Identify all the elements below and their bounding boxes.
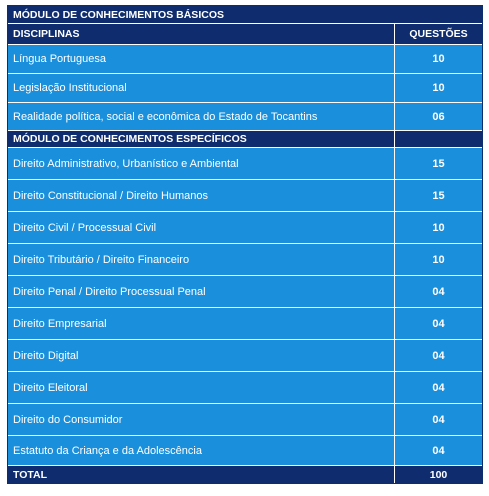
question-count: 06 bbox=[394, 103, 482, 130]
discipline-name: Direito Civil / Processual Civil bbox=[13, 221, 157, 234]
discipline-name: Estatuto da Criança e da Adolescência bbox=[13, 444, 202, 457]
section-spacer bbox=[394, 131, 482, 147]
table-row: Estatuto da Criança e da Adolescência 04 bbox=[8, 435, 482, 465]
discipline-name: Direito do Consumidor bbox=[13, 413, 123, 426]
header-disciplinas: DISCIPLINAS bbox=[13, 28, 80, 40]
discipline-name: Direito Constitucional / Direito Humanos bbox=[13, 189, 209, 202]
discipline-name: Realidade política, social e econômica d… bbox=[13, 110, 318, 123]
table-row: Direito Digital 04 bbox=[8, 339, 482, 371]
question-count: 10 bbox=[394, 45, 482, 73]
total-value: 100 bbox=[394, 466, 482, 483]
question-count: 15 bbox=[394, 180, 482, 211]
question-count: 10 bbox=[394, 212, 482, 243]
header-questoes: QUESTÕES bbox=[394, 24, 482, 44]
question-count: 04 bbox=[394, 436, 482, 465]
table-row: Direito Administrativo, Urbanístico e Am… bbox=[8, 147, 482, 179]
table-row: Direito do Consumidor 04 bbox=[8, 403, 482, 435]
discipline-name: Língua Portuguesa bbox=[13, 53, 106, 65]
section-row: MÓDULO DE CONHECIMENTOS ESPECÍFICOS bbox=[8, 130, 482, 147]
question-count: 04 bbox=[394, 308, 482, 339]
table-row: Legislação Institucional 10 bbox=[8, 73, 482, 102]
table-row: Direito Constitucional / Direito Humanos… bbox=[8, 179, 482, 211]
discipline-name: Direito Empresarial bbox=[13, 317, 107, 330]
table-row: Direito Penal / Direito Processual Penal… bbox=[8, 275, 482, 307]
table-title: MÓDULO DE CONHECIMENTOS BÁSICOS bbox=[8, 6, 482, 23]
question-count: 15 bbox=[394, 148, 482, 179]
table-row: Direito Tributário / Direito Financeiro … bbox=[8, 243, 482, 275]
discipline-name: Direito Digital bbox=[13, 349, 79, 362]
total-row: TOTAL 100 bbox=[8, 465, 482, 483]
questions-table: MÓDULO DE CONHECIMENTOS BÁSICOS DISCIPLI… bbox=[7, 5, 483, 484]
table-row: Realidade política, social e econômica d… bbox=[8, 102, 482, 130]
question-count: 04 bbox=[394, 276, 482, 307]
discipline-name: Direito Penal / Direito Processual Penal bbox=[13, 285, 206, 298]
question-count: 04 bbox=[394, 340, 482, 371]
discipline-name: Direito Administrativo, Urbanístico e Am… bbox=[13, 157, 239, 170]
question-count: 10 bbox=[394, 244, 482, 275]
header-row: DISCIPLINAS QUESTÕES bbox=[8, 23, 482, 44]
table-row: Direito Empresarial 04 bbox=[8, 307, 482, 339]
discipline-name: Direito Eleitoral bbox=[13, 381, 88, 394]
discipline-name: Direito Tributário / Direito Financeiro bbox=[13, 253, 190, 266]
question-count: 04 bbox=[394, 372, 482, 403]
table-row: Direito Eleitoral 04 bbox=[8, 371, 482, 403]
question-count: 04 bbox=[394, 404, 482, 435]
total-label: TOTAL bbox=[13, 468, 48, 481]
table-row: Direito Civil / Processual Civil 10 bbox=[8, 211, 482, 243]
discipline-name: Legislação Institucional bbox=[13, 82, 127, 94]
section-title: MÓDULO DE CONHECIMENTOS ESPECÍFICOS bbox=[13, 133, 247, 145]
question-count: 10 bbox=[394, 74, 482, 102]
table-row: Língua Portuguesa 10 bbox=[8, 44, 482, 73]
